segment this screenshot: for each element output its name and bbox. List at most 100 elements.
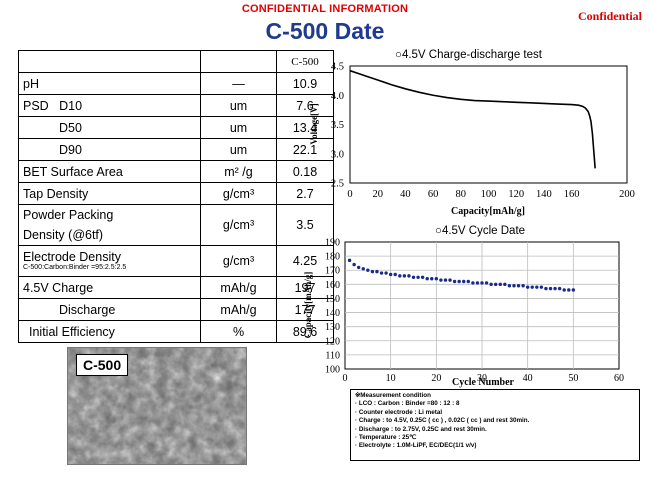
chart-title: ○4.5V Cycle Date: [435, 225, 525, 237]
y-tick-label: 4.5: [331, 62, 344, 73]
data-point: [357, 265, 361, 270]
row-note: C-500:Carbon:Binder =95:2.5:2.5: [23, 264, 127, 271]
y-tick-label: 130: [325, 322, 340, 333]
y-tick-label: 140: [325, 308, 340, 319]
table-row: BET Surface Area m² /g 0.18: [18, 160, 334, 183]
x-tick-label: 60: [614, 373, 624, 384]
y-tick-label: 2.5: [331, 179, 344, 190]
data-point: [516, 284, 521, 288]
x-tick-label: 0: [347, 189, 352, 200]
data-point: [411, 275, 416, 279]
chart-title: ○4.5V Charge-discharge test: [395, 49, 543, 61]
x-axis-label: Cycle Number: [452, 377, 514, 388]
y-tick-label: 120: [325, 336, 340, 347]
y-tick-label: 110: [325, 350, 340, 361]
x-tick-label: 40: [400, 189, 411, 200]
y-axis-label: Capacity[mAh/g]: [303, 272, 313, 339]
data-point: [425, 276, 429, 281]
row-label: Electrode Density: [23, 250, 121, 264]
data-point: [462, 279, 466, 284]
data-point: [448, 278, 452, 282]
data-point: [375, 269, 379, 274]
data-point: [379, 271, 384, 275]
data-point: [484, 281, 489, 285]
data-point: [347, 258, 352, 263]
data-point: [398, 274, 402, 278]
measurement-line: · Temperature : 25℃: [355, 434, 417, 442]
data-point: [475, 281, 480, 285]
x-tick-label: 160: [564, 189, 580, 200]
data-point: [503, 282, 507, 287]
y-tick-label: 180: [325, 252, 340, 263]
data-point: [393, 272, 397, 277]
data-point: [420, 275, 425, 279]
data-point: [452, 279, 457, 284]
measurement-line: · Discharge : to 2.75V, 0.25C and rest 3…: [355, 425, 487, 433]
data-point: [407, 274, 411, 278]
data-point: [557, 286, 562, 291]
data-point: [384, 271, 388, 275]
x-tick-label: 0: [343, 373, 348, 384]
y-tick-label: 150: [325, 294, 340, 305]
data-point: [548, 286, 553, 291]
table-row: 4.5V Charge mAh/g 197: [18, 276, 334, 299]
y-tick-label: 100: [325, 365, 340, 376]
data-point: [567, 288, 571, 292]
data-point: [489, 282, 493, 287]
page-title: C-500 Date: [265, 18, 385, 44]
y-tick-label: 3.5: [331, 120, 344, 131]
data-point: [525, 285, 530, 289]
data-point: [512, 284, 516, 288]
x-tick-label: 20: [372, 189, 383, 200]
data-point: [352, 262, 356, 267]
data-point: [553, 286, 557, 291]
measurement-heading: ※Measurement condition: [355, 392, 431, 399]
measurement-line: · Charge : to 4.5V, 0.25C ( cc ) , 0.02C…: [355, 417, 530, 425]
table-row: PSD D10 um 7.6: [18, 94, 334, 117]
data-point: [530, 285, 534, 289]
data-point: [571, 288, 576, 292]
x-tick-label: 100: [481, 189, 497, 200]
x-tick-label: 140: [536, 189, 552, 200]
data-point: [430, 276, 434, 281]
data-point: [457, 279, 461, 284]
data-point: [443, 278, 448, 282]
series-line: [349, 69, 596, 169]
x-tick-label: 10: [386, 373, 396, 384]
data-point: [521, 284, 525, 288]
row-label: Powder Packing: [23, 208, 114, 222]
data-point: [466, 279, 470, 284]
x-tick-label: 60: [428, 189, 439, 200]
cycle-chart: ○4.5V Cycle Date 10011012013014015016017…: [303, 225, 624, 388]
table-row: Initial Efficiency % 89.6: [18, 320, 334, 343]
x-tick-label: 200: [619, 189, 635, 200]
table-row: Tap Density g/cm³ 2.7: [18, 182, 334, 205]
data-point: [471, 281, 475, 285]
y-tick-label: 3.0: [331, 149, 344, 160]
spec-table: C-500 pH — 10.9 PSD D10 um 7.6 D50 um 13…: [18, 50, 334, 343]
data-point: [366, 268, 370, 272]
x-tick-label: 40: [523, 373, 533, 384]
y-tick-label: 190: [325, 238, 340, 249]
x-tick-label: 80: [456, 189, 467, 200]
data-point: [439, 278, 443, 282]
table-row: pH — 10.9: [18, 72, 334, 95]
data-point: [480, 281, 484, 285]
table-header-row: C-500: [18, 50, 334, 73]
data-point: [434, 276, 439, 281]
data-point: [361, 267, 365, 271]
table-row: Powder Packing Density (@6tf) g/cm³ 3.5: [18, 204, 334, 246]
plot-area: [349, 65, 628, 184]
x-tick-label: 30: [477, 373, 487, 384]
data-point: [370, 269, 375, 274]
photo-label: C-500: [76, 354, 129, 376]
x-tick-label: 50: [568, 373, 578, 384]
data-point: [498, 282, 502, 287]
data-point: [494, 282, 498, 287]
data-point: [507, 284, 512, 288]
table-row: D90 um 22.1: [18, 138, 334, 161]
measurement-conditions: ※Measurement condition · LCO : Carbon : …: [350, 389, 640, 461]
x-tick-label: 120: [508, 189, 524, 200]
x-tick-label: 20: [431, 373, 441, 384]
data-point: [388, 272, 393, 277]
